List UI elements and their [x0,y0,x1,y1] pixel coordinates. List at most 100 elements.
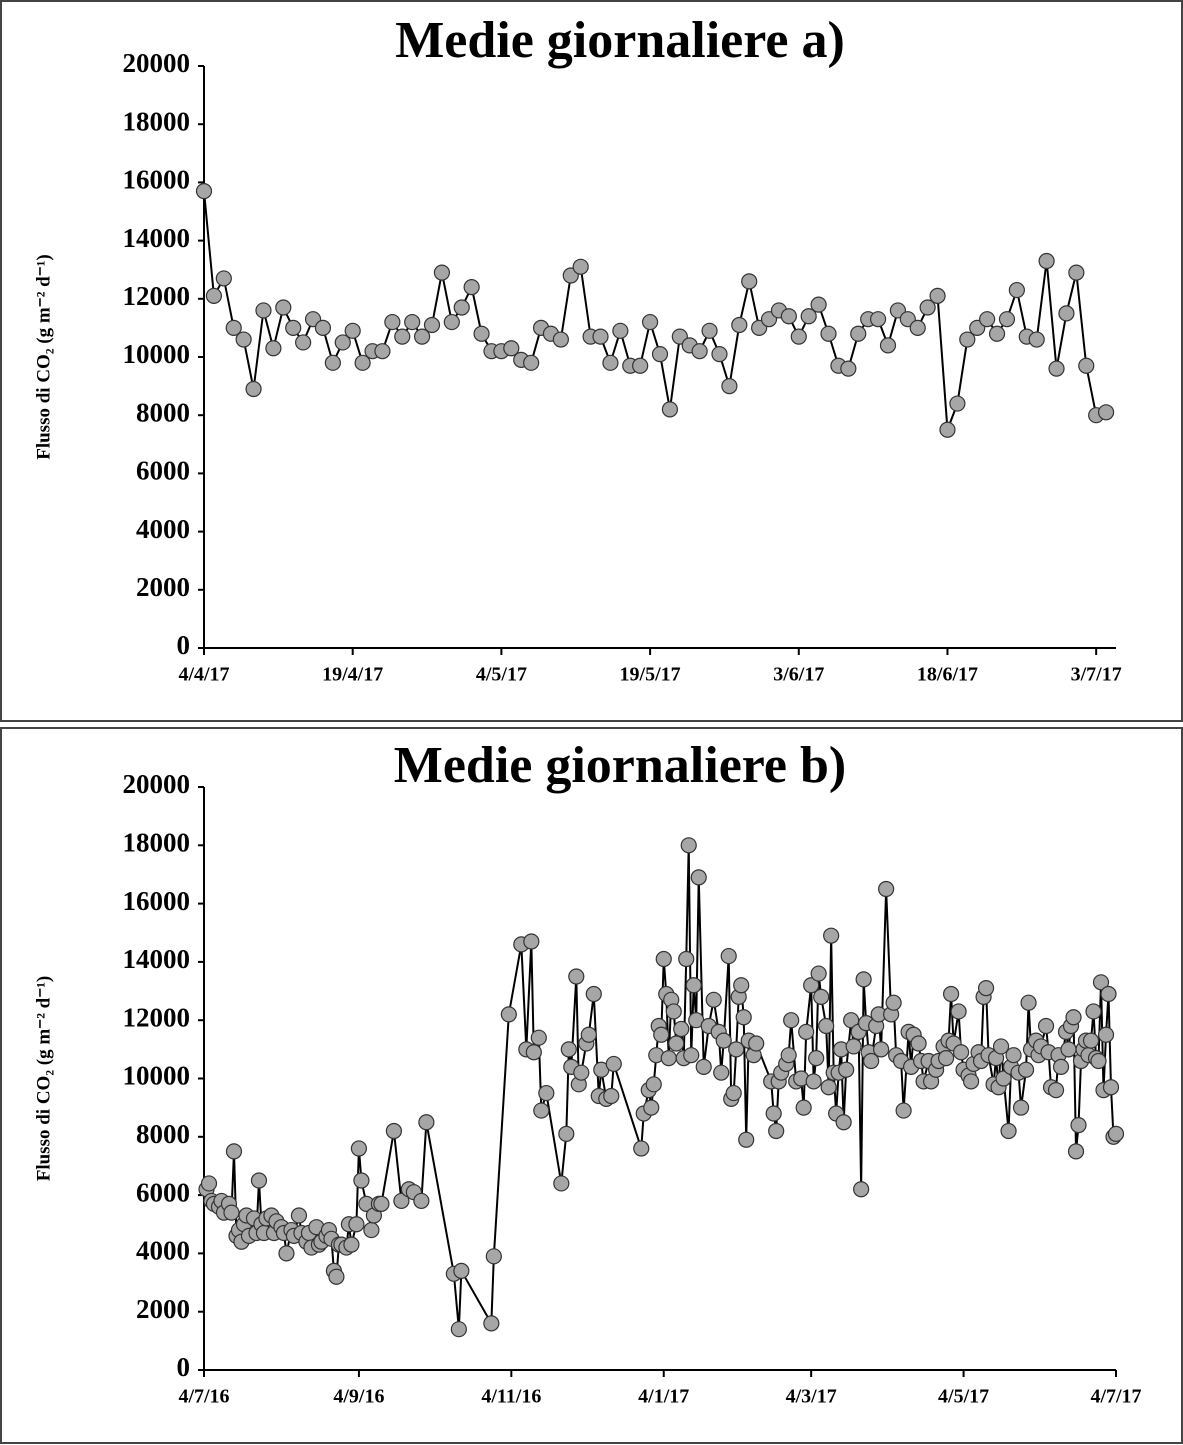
data-point [265,340,282,357]
data-point [245,380,262,398]
y-tick-label: 10000 [123,1061,191,1091]
data-point [1052,1058,1070,1075]
data-point [735,1009,752,1026]
y-tick-label: 10000 [123,339,191,369]
data-point [820,1079,837,1096]
data-point [665,1003,682,1020]
x-tick-label: 18/6/17 [917,664,978,686]
x-tick-label: 3/7/17 [1071,664,1122,686]
data-point [200,1175,218,1192]
data-point [250,1172,268,1189]
data-point [195,183,213,200]
data-point [605,1055,622,1073]
data-point [373,1195,390,1212]
data-point [992,1038,1010,1055]
data-point [685,977,702,994]
data-point [810,965,827,982]
data-line [203,191,1107,431]
data-point [713,1064,730,1081]
data-point [1078,357,1095,374]
data-point [863,1052,880,1070]
data-point [800,308,817,325]
chart-title: Medie giornaliere a) [395,12,845,69]
data-point [1038,252,1055,270]
data-point [225,1143,243,1160]
data-point [473,325,490,342]
x-tick-label: 4/5/17 [476,664,527,686]
data-point [651,345,669,363]
data-point [278,1245,295,1262]
data-point [393,1192,410,1210]
data-point [1065,1009,1082,1026]
x-tick-label: 4/4/17 [178,664,229,686]
data-point [721,378,738,395]
data-point [328,1268,345,1285]
data-point [855,971,872,988]
data-point [733,977,750,994]
data-point [661,401,679,418]
data-point [363,1221,380,1239]
data-point [962,1073,980,1090]
data-point [838,1061,855,1078]
data-point [780,308,797,325]
y-tick-label: 0 [177,630,191,660]
data-point [738,1131,755,1148]
data-point [678,950,695,968]
data-point [503,340,520,357]
data-point [810,296,827,313]
data-point [895,1102,912,1119]
data-point [633,1140,650,1157]
data-point [413,328,431,345]
data-point [680,837,697,854]
data-point [949,395,966,412]
data-point [720,947,737,965]
data-point [285,319,302,336]
data-point [795,1099,812,1116]
data-point [1047,1082,1065,1099]
data-point [655,950,672,968]
y-tick-label: 18000 [123,106,191,136]
data-point [483,1315,500,1332]
data-point [223,1204,240,1221]
data-point [878,880,895,898]
x-tick-label: 19/4/17 [322,664,383,686]
data-point [1008,281,1025,299]
x-tick-label: 4/1/17 [638,1386,689,1408]
data-point [404,313,421,331]
data-point [500,1006,517,1023]
data-point [790,328,807,345]
data-point [765,1105,782,1122]
data-point [1107,1125,1125,1142]
data-point [643,1099,660,1116]
x-tick-label: 4/5/17 [938,1386,989,1408]
data-point [572,258,589,275]
data-point [568,968,585,985]
data-point [602,354,619,371]
data-point [523,933,540,950]
data-point [632,357,649,374]
data-point [823,927,840,944]
y-axis-label: Flusso di CO₂ (g m⁻² d⁻¹) [33,254,54,460]
data-point [1100,985,1117,1003]
y-tick-label: 16000 [123,165,191,195]
data-point [820,325,837,342]
x-tick-label: 3/6/17 [773,664,824,686]
data-point [998,311,1016,328]
data-point [942,985,960,1003]
data-point [1048,360,1065,377]
data-point [653,1026,670,1043]
data-point [350,1140,368,1157]
data-point [1012,1099,1030,1116]
data-point [384,313,401,331]
data-point [374,343,391,360]
data-point [850,325,867,342]
data-point [715,1032,732,1049]
data-point [645,1076,662,1093]
data-point [808,1049,825,1067]
data-point [683,1047,700,1064]
data-point [711,345,728,363]
y-tick-label: 4000 [136,514,190,544]
y-tick-label: 18000 [123,828,191,858]
x-tick-label: 19/5/17 [620,664,681,686]
data-point [1070,1117,1087,1134]
